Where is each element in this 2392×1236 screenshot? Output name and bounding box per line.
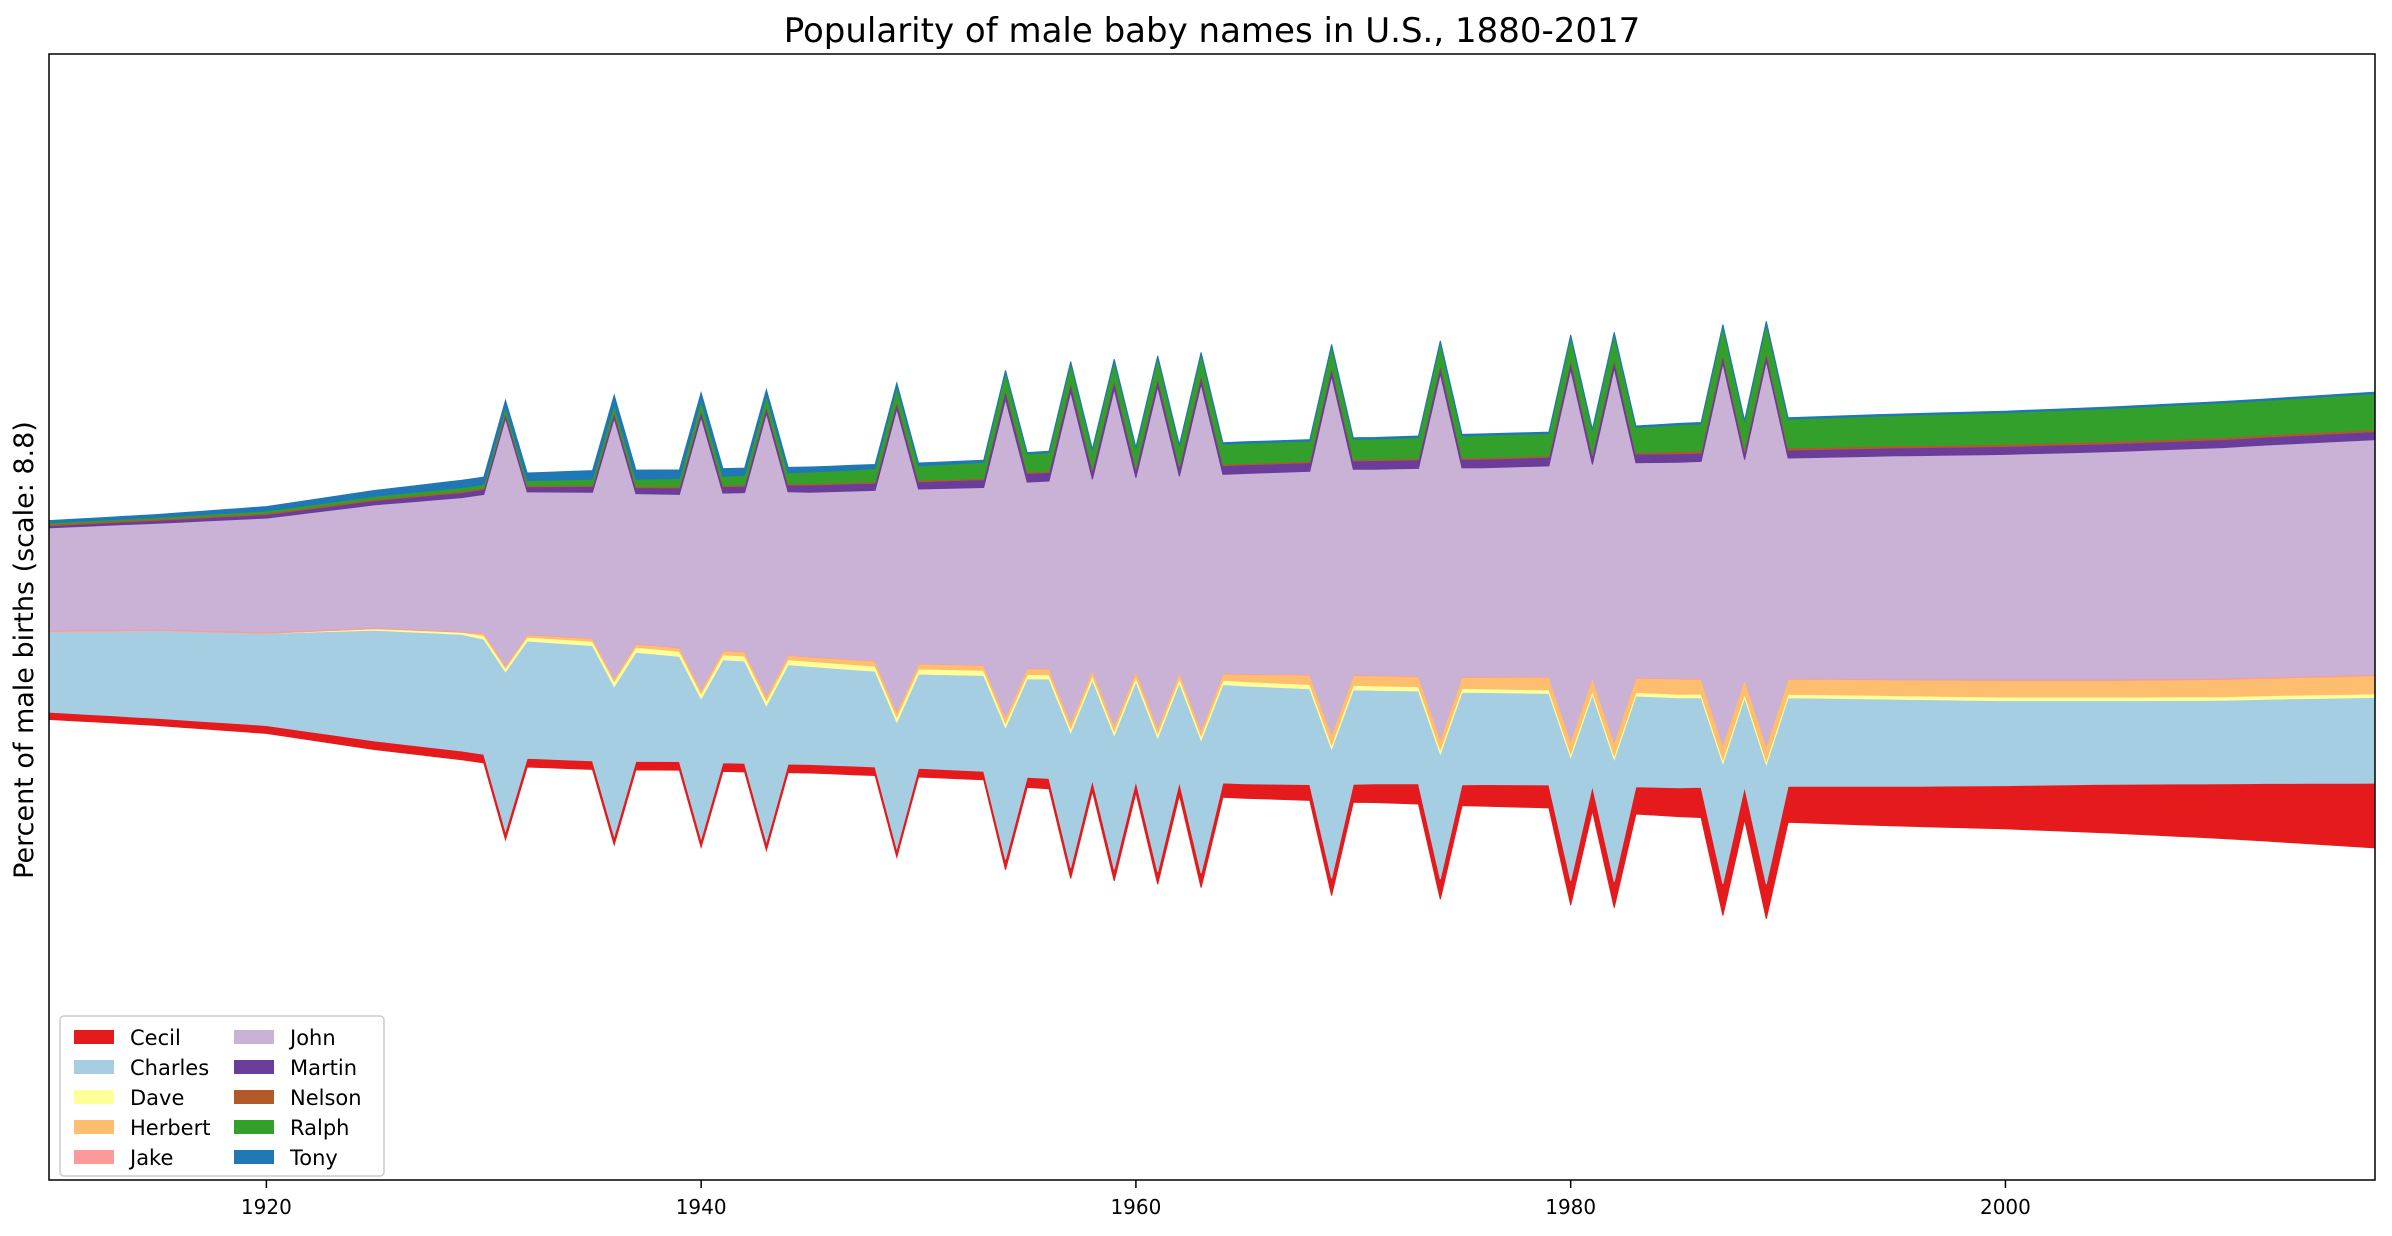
legend-swatch-jake [74,1150,114,1164]
x-tick-label: 1980 [1545,1195,1596,1219]
legend-swatch-john [234,1030,274,1044]
legend-swatch-dave [74,1090,114,1104]
legend-swatch-herbert [74,1120,114,1134]
chart-title: Popularity of male baby names in U.S., 1… [784,11,1641,51]
legend-swatch-charles [74,1060,114,1074]
legend: Cecil Charles Dave Herbert Jake John Martin Nel… [59,1015,385,1177]
legend-label-ralph: Ralph [290,1116,349,1140]
x-tick-label: 1960 [1110,1195,1161,1219]
legend-swatch-tony [234,1150,274,1164]
legend-label-herbert: Herbert [130,1116,210,1140]
legend-swatch-cecil [74,1030,114,1044]
x-tick-label: 1920 [241,1195,292,1219]
legend-label-nelson: Nelson [290,1086,362,1110]
plot-frame [48,53,2376,1181]
x-axis-ticks: 1920 1940 1960 1980 2000 [241,1180,2031,1219]
legend-swatch-martin [234,1060,274,1074]
x-tick-label: 1940 [676,1195,727,1219]
legend-box [59,1015,385,1177]
legend-label-tony: Tony [289,1146,338,1170]
legend-swatch-nelson [234,1090,274,1104]
legend-label-martin: Martin [290,1056,357,1080]
legend-label-jake: Jake [128,1146,173,1170]
legend-swatch-ralph [234,1120,274,1134]
legend-label-cecil: Cecil [130,1026,181,1050]
legend-label-dave: Dave [130,1086,184,1110]
stream-areas [48,321,2376,919]
legend-label-john: John [288,1026,336,1050]
legend-label-charles: Charles [130,1056,209,1080]
y-axis-label: Percent of male births (scale: 8.8) [9,421,40,879]
x-tick-label: 2000 [1980,1195,2031,1219]
